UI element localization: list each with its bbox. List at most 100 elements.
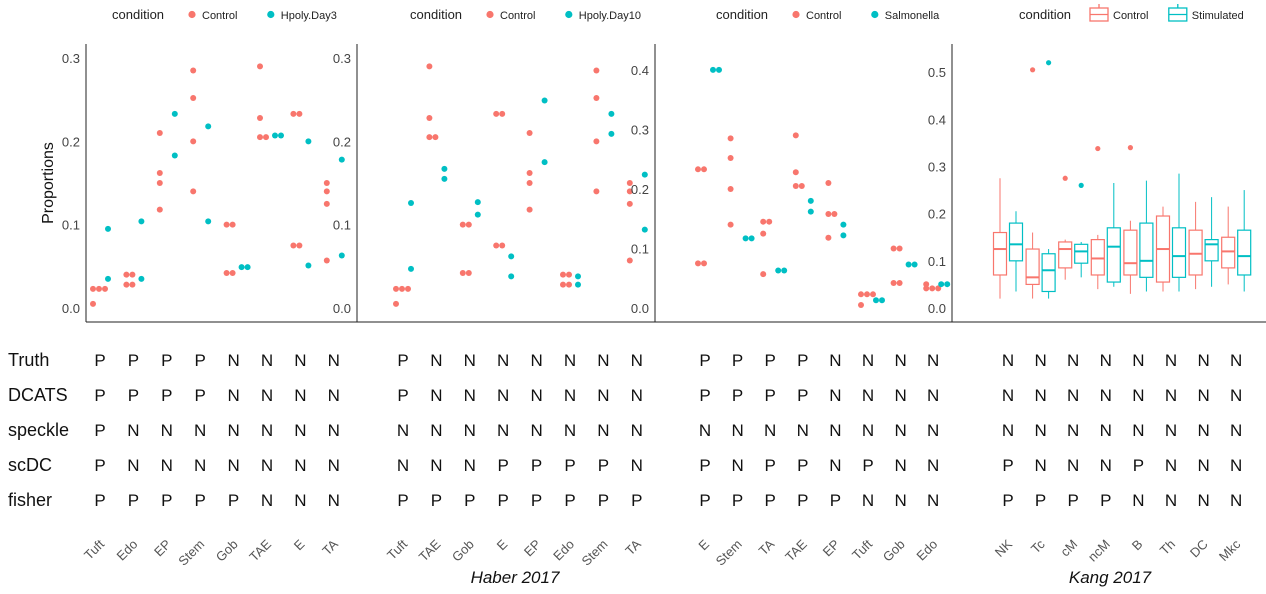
legend-label: Control [1113,10,1148,22]
legend-label: Control [500,10,535,22]
point-treat-tuft [408,200,414,206]
row-label-truth: Truth [8,350,49,370]
point-control-tuft [858,291,864,298]
panel-1: condition Control Hpoly.Day3 0.0 0.1 0.2 0.3 Pr… [40,7,370,569]
point-control-ep [526,206,533,213]
cell-truth-ncm: N [1100,351,1112,370]
point-control-gob [890,245,897,252]
cell-scdc-th: N [1165,456,1177,475]
point-control-ta [626,180,633,186]
point-treat-ep [840,232,847,239]
cell-scdc-dc: N [1197,456,1209,475]
cell-scdc-e: N [294,456,306,475]
cell-truth-edo: P [128,351,139,370]
point-control-ta [626,188,633,195]
box-outlier [1062,175,1068,181]
cell-speckle-edo: N [564,421,576,440]
cell-speckle-dc: N [1197,421,1209,440]
point-control-tae [426,115,433,121]
point-control-tae [257,134,263,141]
cell-dcats-edo: N [927,386,939,405]
point-control-e [290,110,297,117]
cell-fisher-ncm: P [1100,491,1111,510]
point-control-ta [323,200,330,207]
cell-fisher-dc: N [1197,491,1209,510]
cell-dcats-ep: N [829,386,841,405]
cell-dcats-ep: N [530,386,542,405]
cell-truth-ep: N [829,351,841,370]
point-treat-edo [138,218,145,225]
legend-key-control [792,10,800,19]
point-treat-stem [742,235,749,242]
x-tick-label: Tuft [384,536,410,562]
point-control-tuft [858,302,864,309]
cell-fisher-stem: P [598,491,609,510]
y-tick-label: 0.3 [62,51,80,66]
cell-truth-edo: N [927,351,939,370]
cell-dcats-tuft: N [862,386,874,405]
point-control-gob [890,280,897,286]
point-control-e [493,110,500,117]
point-treat-gob [474,199,481,206]
cell-speckle-tuft: N [397,421,409,440]
cell-scdc-b: P [1133,456,1144,475]
point-control-edo [935,285,942,292]
cell-dcats-nk: N [1002,386,1014,405]
point-control-e [499,110,506,117]
cell-dcats-cm: N [1067,386,1079,405]
cell-scdc-tuft: N [397,456,409,475]
legend-title: condition [410,7,462,22]
point-treat-ta [338,156,345,163]
cell-speckle-tae: N [261,421,273,440]
y-tick-label: 0.1 [631,241,649,256]
cell-dcats-tae: N [430,386,442,405]
cell-scdc-e: P [498,456,509,475]
cell-truth-ta: P [765,351,776,370]
cell-truth-ep: N [530,351,542,370]
cell-dcats-ta: N [631,386,643,405]
cell-fisher-cm: P [1068,491,1079,510]
point-control-ep [825,234,832,241]
cell-fisher-edo: N [927,491,939,510]
point-control-tae [792,182,799,189]
cell-scdc-ep: P [531,456,542,475]
row-label-scdc: scDC [8,455,52,475]
cell-scdc-edo: N [127,456,139,475]
point-control-gob [459,270,466,276]
cell-speckle-tuft: P [94,421,105,440]
x-tick-label: ncM [1085,537,1113,565]
cell-truth-gob: N [464,351,476,370]
cell-scdc-ta: P [765,456,776,475]
point-control-tuft [90,285,96,292]
row-label-dcats: DCATS [8,385,68,405]
cell-truth-nk: N [1002,351,1014,370]
point-control-tae [257,63,263,70]
box-outlier [1046,60,1052,66]
cell-fisher-edo: P [128,491,139,510]
cell-dcats-th: N [1165,386,1177,405]
point-control-tuft [870,291,876,298]
point-control-stem [593,67,600,74]
point-treat-tuft [105,225,111,232]
x-tick-label: TA [756,536,778,558]
legend-label: Control [202,10,237,22]
cell-dcats-stem: P [732,386,743,405]
point-treat-ep [541,97,548,104]
point-control-tuft [393,300,399,307]
cell-speckle-gob: N [464,421,476,440]
point-control-gob [896,245,903,252]
cell-scdc-nk: P [1002,456,1013,475]
x-tick-label: Th [1157,537,1178,558]
cell-speckle-stem: N [731,421,743,440]
x-tick-label: TA [319,536,341,558]
box-treat-cm [1074,243,1089,264]
cell-scdc-stem: N [731,456,743,475]
cell-truth-th: N [1165,351,1177,370]
point-control-gob [896,280,903,286]
panel-2: condition Control Hpoly.Day10 0.0 0.1 0.2 0.3 T… [333,7,680,569]
point-control-ta [323,257,330,264]
cell-speckle-ep: N [829,421,841,440]
cell-scdc-gob: N [464,456,476,475]
point-control-ta [760,230,767,237]
x-tick-label: Edo [114,537,141,564]
